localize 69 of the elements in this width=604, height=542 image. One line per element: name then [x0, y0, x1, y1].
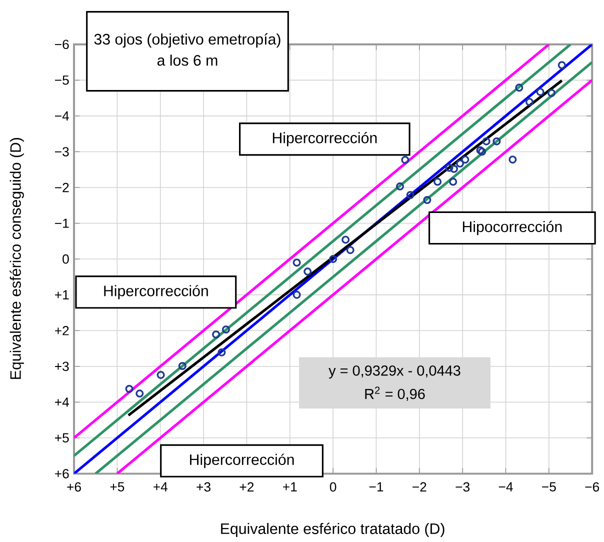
x-tick-label: +4 [154, 482, 168, 492]
point [329, 255, 338, 264]
x-tick-label: −3 [456, 482, 470, 492]
annotation: Hipercorrección [104, 285, 208, 300]
point [434, 178, 442, 186]
point [292, 258, 301, 267]
point [396, 182, 404, 191]
point [456, 160, 464, 168]
y-tick-label: +6 [55, 469, 69, 478]
annotation: Hipercorrección [190, 454, 294, 468]
point [548, 89, 556, 98]
point [515, 84, 524, 92]
point [346, 246, 354, 254]
point [125, 384, 134, 394]
point [136, 390, 144, 398]
y-tick-label: −4 [55, 112, 69, 121]
x-tick-label: +5 [110, 482, 124, 492]
y-tick-label: +1 [55, 290, 69, 300]
point [525, 98, 534, 106]
point [401, 156, 410, 164]
point [212, 330, 220, 339]
y-tick-label: +2 [55, 326, 69, 336]
point [304, 268, 312, 276]
x-tick-label: +3 [196, 482, 210, 492]
point [508, 156, 517, 164]
point [292, 290, 301, 299]
y-tick-label: −5 [55, 76, 69, 85]
point [423, 196, 432, 204]
point [342, 236, 350, 244]
point [450, 164, 458, 174]
point [178, 362, 186, 370]
x-tick-label: −6 [585, 482, 600, 492]
x-tick-label: +1 [283, 482, 297, 492]
y-axis-title: Equivalente esférico conseguido (D) [10, 138, 24, 379]
annotation: Hipocorrección [462, 220, 562, 236]
x-tick-label: −5 [542, 482, 556, 492]
point [449, 178, 458, 186]
chart-title: 33 ojos (objetivo emetropía) [94, 33, 280, 48]
annotation: R$^{2}$ = 0,96 [365, 386, 425, 401]
point [156, 371, 165, 380]
y-tick-label: −6 [55, 40, 69, 50]
y-tick-label: −3 [55, 147, 69, 156]
x-axis-title: Equivalente esférico tratatado (D) [221, 522, 444, 538]
point [406, 191, 414, 200]
point [478, 148, 486, 156]
annotation: Hipercorrección [272, 132, 377, 146]
y-tick-label: +3 [55, 362, 69, 372]
y-tick-label: +4 [55, 398, 69, 407]
x-tick-label: 0 [330, 482, 336, 492]
y-tick-label: −2 [55, 183, 69, 192]
y-tick-label: +5 [55, 433, 69, 443]
point [476, 146, 484, 154]
point [558, 61, 566, 70]
annotation: y = 0,9329x - 0,0443 [328, 366, 460, 379]
y-tick-label: 0 [62, 254, 69, 264]
point [482, 137, 490, 146]
x-tick-label: +6 [67, 482, 81, 492]
point [222, 326, 230, 334]
x-tick-label: +2 [240, 482, 254, 492]
point [445, 164, 454, 172]
point [492, 137, 501, 146]
point [461, 156, 470, 164]
x-tick-label: −2 [412, 482, 426, 492]
y-tick-label: −1 [55, 218, 69, 228]
x-tick-label: −4 [498, 482, 513, 492]
x-tick-label: −1 [369, 482, 384, 492]
point [218, 348, 226, 357]
text: a los 6 m [157, 54, 218, 66]
point [536, 88, 544, 96]
